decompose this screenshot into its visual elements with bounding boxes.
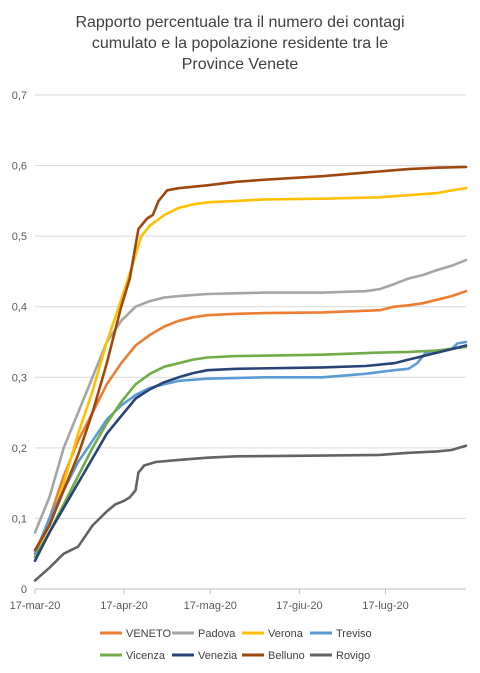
y-tick-label: 0,4 — [12, 302, 27, 314]
chart-title-line-1: Rapporto percentuale tra il numero dei c… — [75, 14, 405, 31]
legend-label-belluno: Belluno — [268, 650, 305, 662]
legend-label-padova: Padova — [198, 628, 236, 640]
y-tick-label: 0,7 — [12, 90, 27, 102]
legend-label-venezia: Venezia — [198, 650, 238, 662]
chart-title-line-3: Province Venete — [181, 56, 299, 73]
chart-title: Rapporto percentuale tra il numero dei c… — [0, 12, 480, 75]
x-tick-label: 17-mar-20 — [10, 600, 61, 612]
series-line-belluno — [33, 165, 468, 552]
y-tick-label: 0,5 — [12, 231, 27, 243]
y-tick-label: 0 — [21, 584, 27, 596]
y-tick-label: 0,6 — [12, 161, 27, 173]
x-tick-label: 17-giu-20 — [276, 600, 322, 612]
series-line-vicenza — [33, 345, 468, 559]
legend-label-veneto: VENETO — [126, 628, 171, 640]
x-tick-label: 17-mag-20 — [184, 600, 237, 612]
series-line-padova — [33, 258, 468, 534]
chart-title-line-2: cumulato e la popolazione residente tra … — [91, 35, 389, 52]
series-line-venezia — [33, 344, 468, 563]
y-tick-label: 0,3 — [12, 372, 27, 384]
x-tick-label: 17-apr-20 — [100, 600, 148, 612]
y-tick-label: 0,2 — [12, 443, 27, 455]
series-line-rovigo — [33, 444, 468, 582]
series-line-veneto — [33, 289, 468, 555]
series-line-verona — [33, 186, 468, 555]
legend-label-vicenza: Vicenza — [126, 650, 166, 662]
x-tick-label: 17-lug-20 — [362, 600, 408, 612]
legend-label-treviso: Treviso — [336, 628, 372, 640]
y-tick-label: 0,1 — [12, 513, 27, 525]
legend-label-rovigo: Rovigo — [336, 650, 370, 662]
legend-label-verona: Verona — [268, 628, 304, 640]
